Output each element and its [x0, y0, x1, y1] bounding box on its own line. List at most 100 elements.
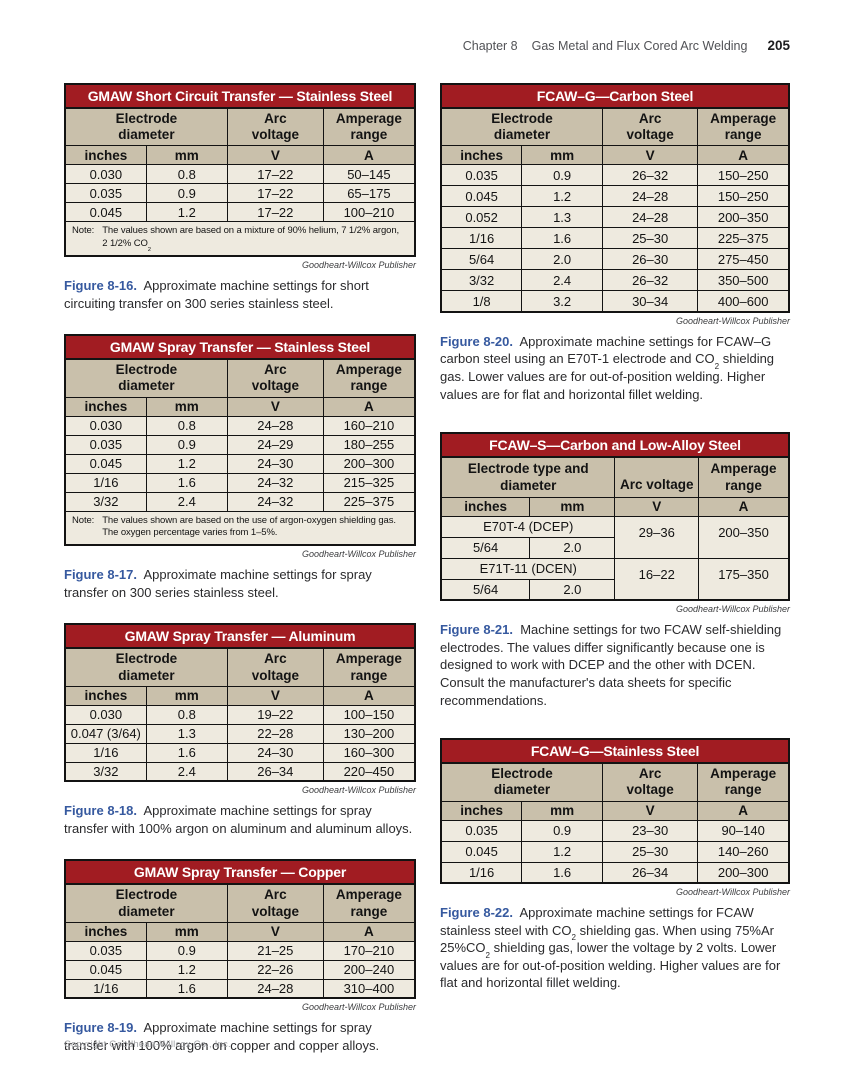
table-cell: 1.3	[145, 723, 228, 744]
table-cell: 25–30	[601, 840, 699, 863]
table-row: 5/64 2.0	[440, 536, 789, 559]
figure-caption-8-19: Figure 8-19. Approximate machine setting…	[64, 1020, 380, 1053]
table-cell: 3/32	[440, 269, 523, 292]
table-cell: 160–300	[322, 742, 416, 763]
col-header-electrode-diameter: Electrode diameter	[64, 358, 228, 398]
table-cell: 26–30	[601, 248, 699, 271]
unit-volts: V	[226, 145, 324, 166]
table-cell: 1/16	[64, 978, 147, 999]
table-cell: 3/32	[64, 491, 147, 512]
table-gmaw-spray-stainless-steel: GMAW Spray Transfer — Stainless Steel El…	[64, 334, 416, 547]
table-cell: 0.035	[64, 940, 147, 961]
figure-caption-8-17: Figure 8-17. Approximate machine setting…	[64, 567, 372, 600]
note-text: The values shown are based on the use of…	[102, 514, 396, 539]
page-number: 205	[767, 38, 790, 53]
table-cell: 0.9	[145, 434, 228, 455]
note-text: The values shown are based on a mixture …	[102, 225, 400, 253]
table-row: 1/16 1.6 25–30 225–375	[440, 227, 790, 250]
table-note: Note: The values shown are based on a mi…	[64, 221, 416, 257]
table-cell: 24–28	[226, 415, 324, 436]
table-cell: 1.2	[521, 840, 603, 863]
table-gmaw-spray-copper: GMAW Spray Transfer — Copper Electrode d…	[64, 859, 416, 1000]
table-cell: 25–30	[601, 227, 699, 250]
table-cell: 1/16	[64, 742, 147, 763]
unit-amps: A	[322, 685, 416, 706]
table-cell: 0.030	[64, 704, 147, 725]
table-cell: 21–25	[226, 940, 324, 961]
figure-8-18: GMAW Spray Transfer — Aluminum Electrode…	[64, 623, 416, 837]
right-column: FCAW–G—Carbon Steel Electrode diameter A…	[440, 83, 790, 1077]
table-cell: 1.2	[145, 202, 228, 223]
table-cell: 0.035	[440, 164, 523, 187]
unit-volts: V	[226, 685, 324, 706]
table-row: 1/16 1.6 24–28 310–400	[64, 978, 416, 999]
table-cell: 225–375	[322, 491, 416, 512]
col-header-arc-voltage: Arc voltage	[601, 107, 699, 147]
table-cell: 1.2	[521, 185, 603, 208]
table-cell: 200–300	[697, 861, 790, 884]
col-header-amperage-range: Amperage range	[322, 883, 416, 923]
unit-amps: A	[322, 145, 416, 166]
table-cell: 17–22	[226, 164, 324, 185]
table-row: 0.035 0.9 17–22 65–175	[64, 183, 416, 204]
table-row: E71T-11 (DCEN) 16–22 175–350	[440, 557, 790, 601]
unit-amps: A	[698, 496, 790, 517]
unit-amps: A	[322, 921, 416, 942]
table-cell: 0.8	[145, 704, 228, 725]
table-cell: 200–240	[322, 959, 416, 980]
table-cell: 0.9	[521, 819, 603, 842]
table-cell: 24–30	[226, 742, 324, 763]
table-cell: 1.6	[521, 861, 603, 884]
col-header-amperage-range: Amperage range	[698, 456, 790, 498]
table-cell: 1.3	[521, 206, 603, 229]
col-header-arc-voltage: Arc voltage	[614, 456, 699, 498]
table-cell: 26–32	[601, 164, 699, 187]
table-cell: 1.2	[145, 453, 228, 474]
table-cell: 100–210	[322, 202, 416, 223]
table-cell: 225–375	[697, 227, 790, 250]
table-cell: 26–32	[601, 269, 699, 292]
table-cell: 0.035	[440, 819, 523, 842]
figure-caption-8-21: Figure 8-21. Machine settings for two FC…	[440, 622, 782, 708]
figure-caption-8-18: Figure 8-18. Approximate machine setting…	[64, 803, 413, 836]
table-cell: 0.8	[145, 164, 228, 185]
table-cell: 0.9	[145, 940, 228, 961]
col-header-arc-voltage: Arc voltage	[226, 647, 324, 687]
table-cell: 0.045	[64, 453, 147, 474]
unit-mm: mm	[145, 921, 228, 942]
col-header-electrode-diameter: Electrode diameter	[64, 647, 228, 687]
table-row: 3/32 2.4 24–32 225–375	[64, 491, 416, 512]
unit-mm: mm	[521, 800, 603, 821]
left-column: GMAW Short Circuit Transfer — Stainless …	[64, 83, 416, 1077]
unit-mm: mm	[521, 145, 603, 166]
table-cell: 2.0	[529, 578, 616, 601]
unit-inches: inches	[64, 685, 147, 706]
table-row: 0.030 0.8 19–22 100–150	[64, 704, 416, 725]
col-header-amperage-range: Amperage range	[322, 647, 416, 687]
table-cell: 180–255	[322, 434, 416, 455]
unit-mm: mm	[145, 396, 228, 417]
note-label: Note:	[72, 225, 95, 237]
table-cell: 5/64	[440, 578, 531, 601]
table-cell: 1.6	[145, 472, 228, 493]
table-cell: 24–29	[226, 434, 324, 455]
table-row: 0.030 0.8 24–28 160–210	[64, 415, 416, 436]
col-header-arc-voltage: Arc voltage	[226, 358, 324, 398]
figure-8-16: GMAW Short Circuit Transfer — Stainless …	[64, 83, 416, 312]
table-fcaw-s-carbon-low-alloy-steel: FCAW–S—Carbon and Low-Alloy Steel Electr…	[440, 432, 790, 602]
table-gmaw-short-circuit-stainless-steel: GMAW Short Circuit Transfer — Stainless …	[64, 83, 416, 257]
table-row: 1/16 1.6 24–32 215–325	[64, 472, 416, 493]
table-cell: 0.045	[440, 840, 523, 863]
unit-inches: inches	[64, 145, 147, 166]
page-content: GMAW Short Circuit Transfer — Stainless …	[64, 83, 790, 1077]
chapter-title: Gas Metal and Flux Cored Arc Welding	[531, 39, 748, 53]
unit-amps: A	[322, 396, 416, 417]
table-cell: 50–145	[322, 164, 416, 185]
table-title: GMAW Short Circuit Transfer — Stainless …	[64, 83, 416, 109]
unit-volts: V	[226, 921, 324, 942]
table-cell: 0.047 (3/64)	[64, 723, 147, 744]
col-header-amperage-range: Amperage range	[697, 107, 790, 147]
table-cell: 26–34	[601, 861, 699, 884]
table-cell: 150–250	[697, 164, 790, 187]
unit-amps: A	[697, 145, 790, 166]
